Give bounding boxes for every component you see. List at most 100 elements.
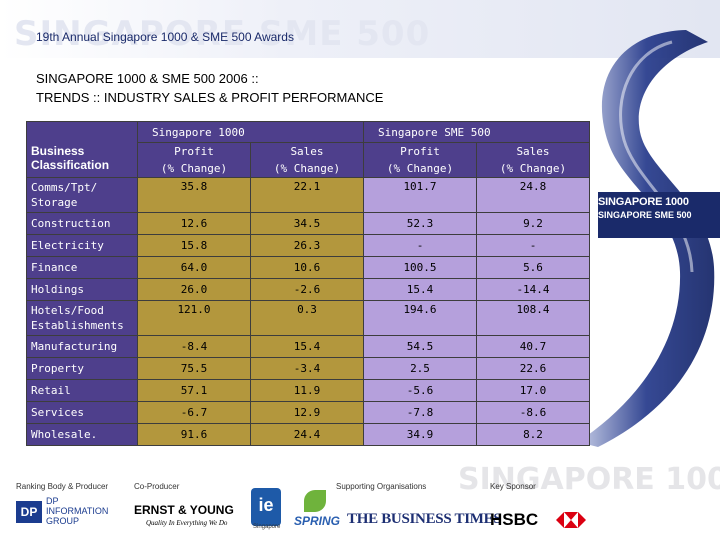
side-logo: SINGAPORE 1000 SINGAPORE SME 500 bbox=[598, 196, 704, 220]
table-row: Electricity 15.8 26.3- - bbox=[26, 234, 590, 257]
awards-title: 19th Annual Singapore 1000 & SME 500 Awa… bbox=[36, 30, 294, 44]
sg1000-profit-cell: 75.5 bbox=[137, 357, 251, 380]
table-row: Holdings 26.0 -2.6 15.4 -14.4 bbox=[26, 278, 590, 301]
row-label: Retail bbox=[26, 379, 138, 402]
slide-title-line1: SINGAPORE 1000 & SME 500 2006 :: bbox=[36, 71, 259, 86]
sme500-profit-cell: -7.8 bbox=[363, 401, 477, 424]
dp-line3: GROUP bbox=[46, 516, 80, 526]
hsbc-hexagon-icon bbox=[556, 512, 586, 528]
sg1000-sales-cell: 22.1 bbox=[250, 177, 364, 213]
sg1000-sales-cell: 26.3 bbox=[250, 234, 364, 257]
sg1000-profit-cell: 12.6 bbox=[137, 212, 251, 235]
table-row: Finance 64.0 10.6 100.5 5.6 bbox=[26, 256, 590, 279]
dp-logo-icon: DP bbox=[16, 501, 42, 523]
sme500-profit-cell: 101.7 bbox=[363, 177, 477, 213]
sg1000-profit-cell: -8.4 bbox=[137, 335, 251, 358]
sg1000-sales-cell: 0.3 bbox=[250, 300, 364, 336]
sg1000-sales-cell: 11.9 bbox=[250, 379, 364, 402]
sme500-sales-cell: 8.2 bbox=[476, 423, 590, 446]
key-sponsor-label: Key Sponsor bbox=[490, 482, 536, 491]
sg1000-profit-cell: 26.0 bbox=[137, 278, 251, 301]
sme500-sales-cell: 40.7 bbox=[476, 335, 590, 358]
table-row: Comms/Tpt/ Storage 35.8 22.1 101.7 24.8 bbox=[26, 177, 590, 213]
slide-title-line2: TRENDS :: INDUSTRY SALES & PROFIT PERFOR… bbox=[36, 90, 384, 105]
ie-singapore-logo: ie bbox=[251, 488, 281, 526]
table-row: Wholesale. 91.6 24.4 34.9 8.2 bbox=[26, 423, 590, 446]
sme500-profit-cell: 52.3 bbox=[363, 212, 477, 235]
sme500-profit-cell: 194.6 bbox=[363, 300, 477, 336]
business-times-logo: THE BUSINESS TIMES bbox=[347, 511, 502, 527]
sg1000-sales-cell: -3.4 bbox=[250, 357, 364, 380]
performance-table: Business Classification Singapore 1000 S… bbox=[26, 121, 590, 446]
business-classification-header: Business Classification bbox=[26, 121, 138, 178]
sme500-profit-cell: 2.5 bbox=[363, 357, 477, 380]
row-label: Hotels/Food Establishments bbox=[26, 300, 138, 336]
sme500-sales-cell: 22.6 bbox=[476, 357, 590, 380]
col-profit-sg1000: Profit (% Change) bbox=[137, 142, 251, 178]
supporting-orgs-label: Supporting Organisations bbox=[336, 482, 427, 491]
coproducer-label: Co-Producer bbox=[134, 482, 180, 491]
col-profit-sme500: Profit (% Change) bbox=[363, 142, 477, 178]
sg1000-profit-cell: 15.8 bbox=[137, 234, 251, 257]
singapore-s-logo-icon bbox=[578, 30, 720, 447]
sme500-profit-cell: 34.9 bbox=[363, 423, 477, 446]
sg1000-profit-cell: -6.7 bbox=[137, 401, 251, 424]
sme500-sales-cell: 9.2 bbox=[476, 212, 590, 235]
class-header-line2: Classification bbox=[31, 158, 110, 172]
table-row: Services -6.7 12.9 -7.8 -8.6 bbox=[26, 401, 590, 424]
footer bbox=[0, 478, 720, 540]
sg1000-profit-cell: 91.6 bbox=[137, 423, 251, 446]
row-label: Property bbox=[26, 357, 138, 380]
sme500-sales-cell: 17.0 bbox=[476, 379, 590, 402]
class-header-line1: Business bbox=[31, 144, 85, 158]
row-label: Electricity bbox=[26, 234, 138, 257]
sg1000-sales-cell: 15.4 bbox=[250, 335, 364, 358]
sme500-profit-cell: 100.5 bbox=[363, 256, 477, 279]
row-label: Holdings bbox=[26, 278, 138, 301]
group-header-sg1000: Singapore 1000 bbox=[137, 121, 364, 143]
sg1000-sales-cell: 12.9 bbox=[250, 401, 364, 424]
header-band bbox=[0, 0, 720, 58]
header-watermark: SINGAPORE SME 500 bbox=[14, 14, 431, 54]
ie-singapore-caption: Singapore bbox=[253, 524, 281, 530]
dp-line2: INFORMATION bbox=[46, 506, 109, 516]
row-label: Construction bbox=[26, 212, 138, 235]
row-label: Comms/Tpt/ Storage bbox=[26, 177, 138, 213]
sg1000-sales-cell: -2.6 bbox=[250, 278, 364, 301]
row-label: Finance bbox=[26, 256, 138, 279]
table-row: Retail 57.1 11.9 -5.6 17.0 bbox=[26, 379, 590, 402]
group-header-sme500: Singapore SME 500 bbox=[363, 121, 590, 143]
sme500-profit-cell: 15.4 bbox=[363, 278, 477, 301]
sme500-sales-cell: - bbox=[476, 234, 590, 257]
dp-information-group-logo: DP INFORMATION GROUP bbox=[46, 496, 108, 526]
sme500-profit-cell: -5.6 bbox=[363, 379, 477, 402]
sg1000-profit-cell: 121.0 bbox=[137, 300, 251, 336]
row-label: Wholesale. bbox=[26, 423, 138, 446]
sg1000-profit-cell: 64.0 bbox=[137, 256, 251, 279]
sme500-profit-cell: 54.5 bbox=[363, 335, 477, 358]
spring-leaf-icon bbox=[304, 490, 326, 512]
slide-title: SINGAPORE 1000 & SME 500 2006 :: TRENDS … bbox=[36, 69, 383, 107]
side-logo-line1: SINGAPORE 1000 bbox=[598, 196, 689, 208]
sme500-profit-cell: - bbox=[363, 234, 477, 257]
row-label: Manufacturing bbox=[26, 335, 138, 358]
ranking-body-label: Ranking Body & Producer bbox=[16, 482, 109, 491]
sg1000-sales-cell: 24.4 bbox=[250, 423, 364, 446]
ernst-young-tagline: Quality In Everything We Do bbox=[146, 519, 228, 527]
row-label: Services bbox=[26, 401, 138, 424]
dp-line1: DP bbox=[46, 496, 59, 506]
ernst-young-logo: ERNST & YOUNG bbox=[134, 503, 234, 517]
hsbc-logo: HSBC bbox=[490, 510, 539, 529]
sg1000-profit-cell: 35.8 bbox=[137, 177, 251, 213]
table-row: Property 75.5 -3.4 2.5 22.6 bbox=[26, 357, 590, 380]
sg1000-profit-cell: 57.1 bbox=[137, 379, 251, 402]
side-logo-line2: SINGAPORE SME 500 bbox=[598, 210, 692, 220]
sme500-sales-cell: 24.8 bbox=[476, 177, 590, 213]
col-sales-sg1000: Sales (% Change) bbox=[250, 142, 364, 178]
table-row: Manufacturing -8.4 15.4 54.5 40.7 bbox=[26, 335, 590, 358]
table-row: Construction 12.6 34.5 52.3 9.2 bbox=[26, 212, 590, 235]
table-body: Comms/Tpt/ Storage 35.8 22.1 101.7 24.8 Const… bbox=[26, 177, 590, 446]
sg1000-sales-cell: 34.5 bbox=[250, 212, 364, 235]
sme500-sales-cell: -8.6 bbox=[476, 401, 590, 424]
spring-singapore-logo: SPRING bbox=[294, 514, 341, 528]
